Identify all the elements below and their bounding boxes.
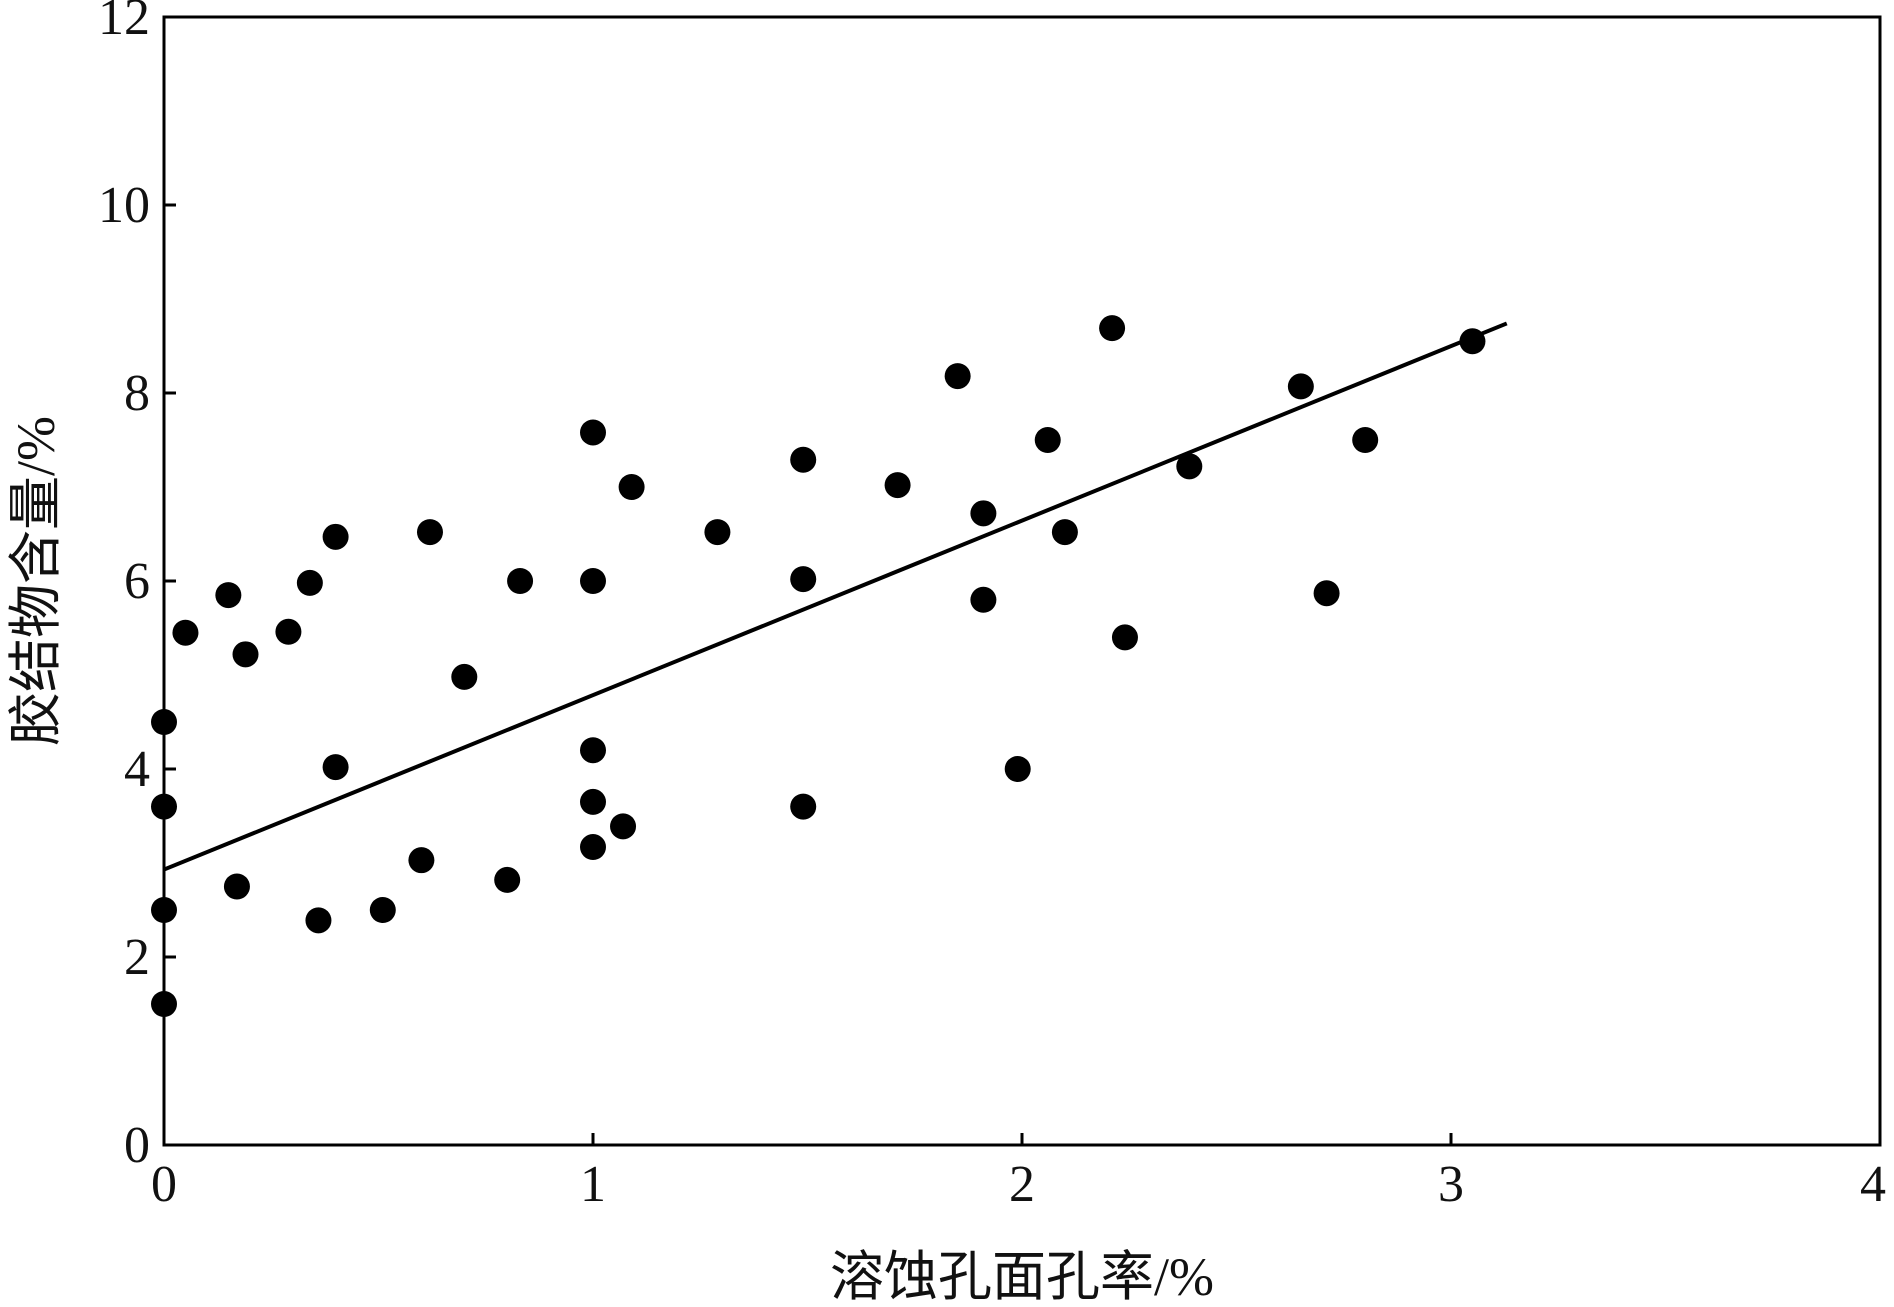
trend-line <box>163 321 1508 872</box>
data-point <box>618 474 645 500</box>
data-point <box>1099 315 1126 342</box>
data-point <box>416 519 443 546</box>
x-axis-title: 溶蚀孔面孔率/% <box>830 1247 1214 1307</box>
data-point <box>369 897 396 923</box>
data-point <box>580 834 606 861</box>
data-point <box>1004 756 1031 782</box>
data-point <box>494 866 521 893</box>
data-point <box>232 641 259 668</box>
data-point <box>408 847 435 874</box>
data-point <box>1313 580 1340 607</box>
y-tick-label: 4 <box>124 741 150 798</box>
trend-line-layer <box>163 321 1508 872</box>
data-point <box>790 793 817 820</box>
y-axis-title: 胶结物含量/% <box>6 416 66 746</box>
data-point <box>151 991 177 1017</box>
x-tick-label: 1 <box>580 1156 606 1213</box>
data-point <box>1287 373 1314 400</box>
x-tick-label: 2 <box>1009 1156 1035 1213</box>
data-point <box>322 523 349 550</box>
y-tick-label: 6 <box>124 553 150 610</box>
plot-frame <box>162 15 1882 1147</box>
data-point <box>610 813 637 840</box>
x-axis: 0 1 2 3 4 <box>151 1133 1886 1213</box>
data-point <box>172 619 199 646</box>
data-point <box>970 586 997 613</box>
y-tick-label: 0 <box>124 1117 150 1174</box>
data-point <box>275 618 302 645</box>
data-point <box>704 519 731 546</box>
data-point <box>215 582 242 609</box>
data-point <box>322 754 349 781</box>
data-point <box>580 737 606 764</box>
data-point <box>1051 519 1078 546</box>
data-point <box>305 907 332 934</box>
data-points <box>151 315 1486 1017</box>
data-point <box>970 500 997 527</box>
data-point <box>1111 624 1138 651</box>
data-point <box>1034 427 1061 453</box>
data-point <box>507 568 534 594</box>
data-point <box>451 663 478 690</box>
data-point <box>1459 328 1486 355</box>
y-tick-label: 8 <box>124 365 150 422</box>
data-point <box>580 788 606 815</box>
data-point <box>580 568 606 594</box>
data-point <box>151 793 177 820</box>
data-point <box>1176 453 1203 480</box>
data-point <box>1352 427 1379 453</box>
data-point <box>223 873 250 900</box>
data-point <box>296 569 323 596</box>
x-tick-label: 4 <box>1860 1156 1886 1213</box>
y-tick-label: 10 <box>98 177 150 234</box>
data-point <box>151 709 177 735</box>
data-point <box>790 566 817 593</box>
data-point <box>580 419 606 446</box>
x-tick-label: 3 <box>1438 1156 1464 1213</box>
data-point <box>790 446 817 473</box>
y-axis: 0 2 4 6 8 10 12 <box>98 0 176 1174</box>
y-tick-label: 12 <box>98 0 150 46</box>
x-tick-label: 0 <box>151 1156 177 1213</box>
data-point <box>944 363 971 390</box>
data-point <box>884 472 911 499</box>
y-tick-label: 2 <box>124 929 150 986</box>
data-point <box>151 897 177 923</box>
